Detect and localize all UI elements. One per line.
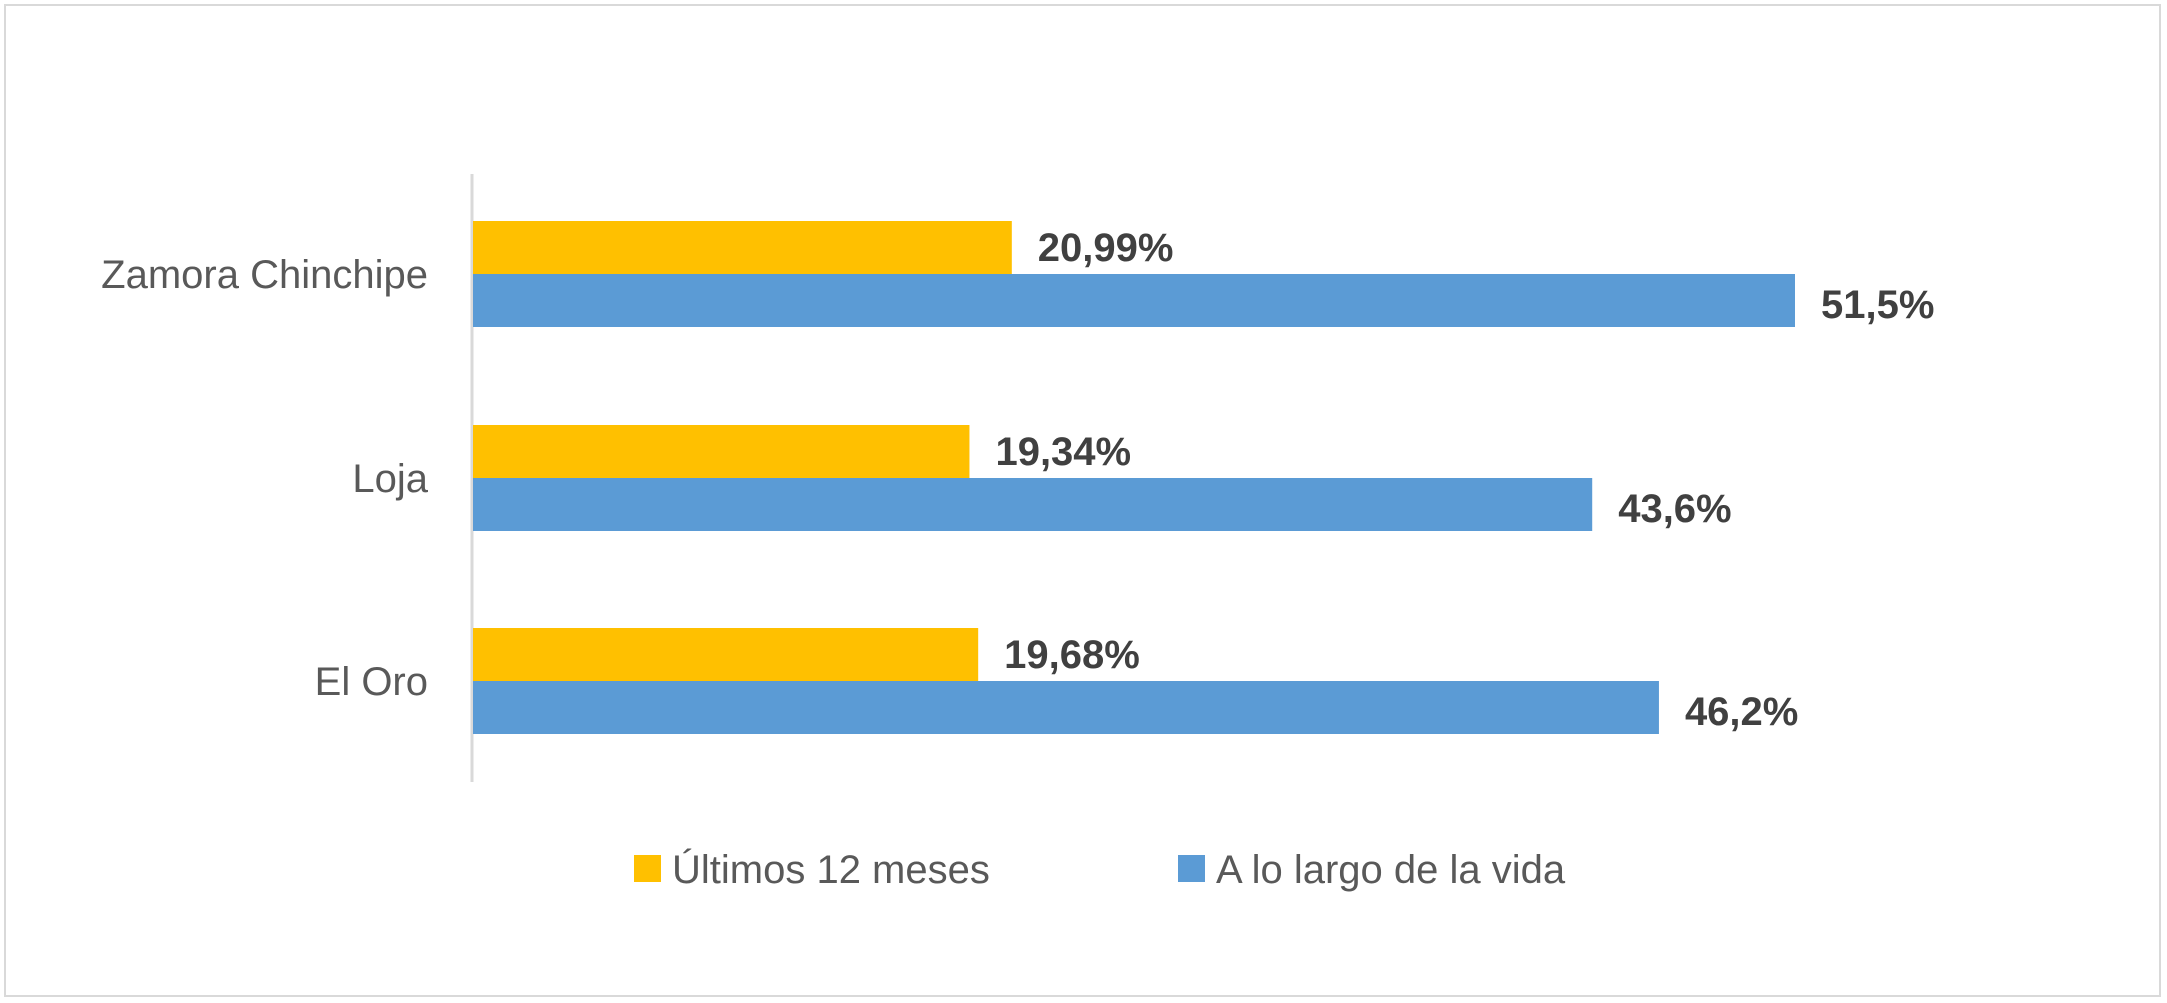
legend-label: Últimos 12 meses [672, 847, 990, 892]
category-label: Loja [352, 457, 428, 501]
data-label: 46,2% [1685, 690, 1798, 734]
bar-ultimos-12-meses [473, 628, 979, 681]
data-label: 43,6% [1618, 487, 1731, 531]
legend-label: A lo largo de la vida [1216, 848, 1566, 892]
category-label: Zamora Chinchipe [101, 253, 428, 297]
legend-swatch [634, 855, 661, 882]
legend-swatch [1178, 855, 1205, 882]
data-label: 20,99% [1038, 226, 1174, 270]
category-label: El Oro [315, 660, 428, 704]
bar-ultimos-12-meses [473, 425, 970, 478]
bar-ultimos-12-meses [473, 221, 1012, 274]
bar-a-lo-largo-de-la-vida [473, 274, 1795, 327]
data-label: 19,34% [995, 430, 1131, 474]
data-label: 51,5% [1821, 283, 1934, 327]
data-label: 19,68% [1004, 633, 1140, 677]
bar-a-lo-largo-de-la-vida [473, 478, 1593, 531]
bar-a-lo-largo-de-la-vida [473, 681, 1659, 734]
